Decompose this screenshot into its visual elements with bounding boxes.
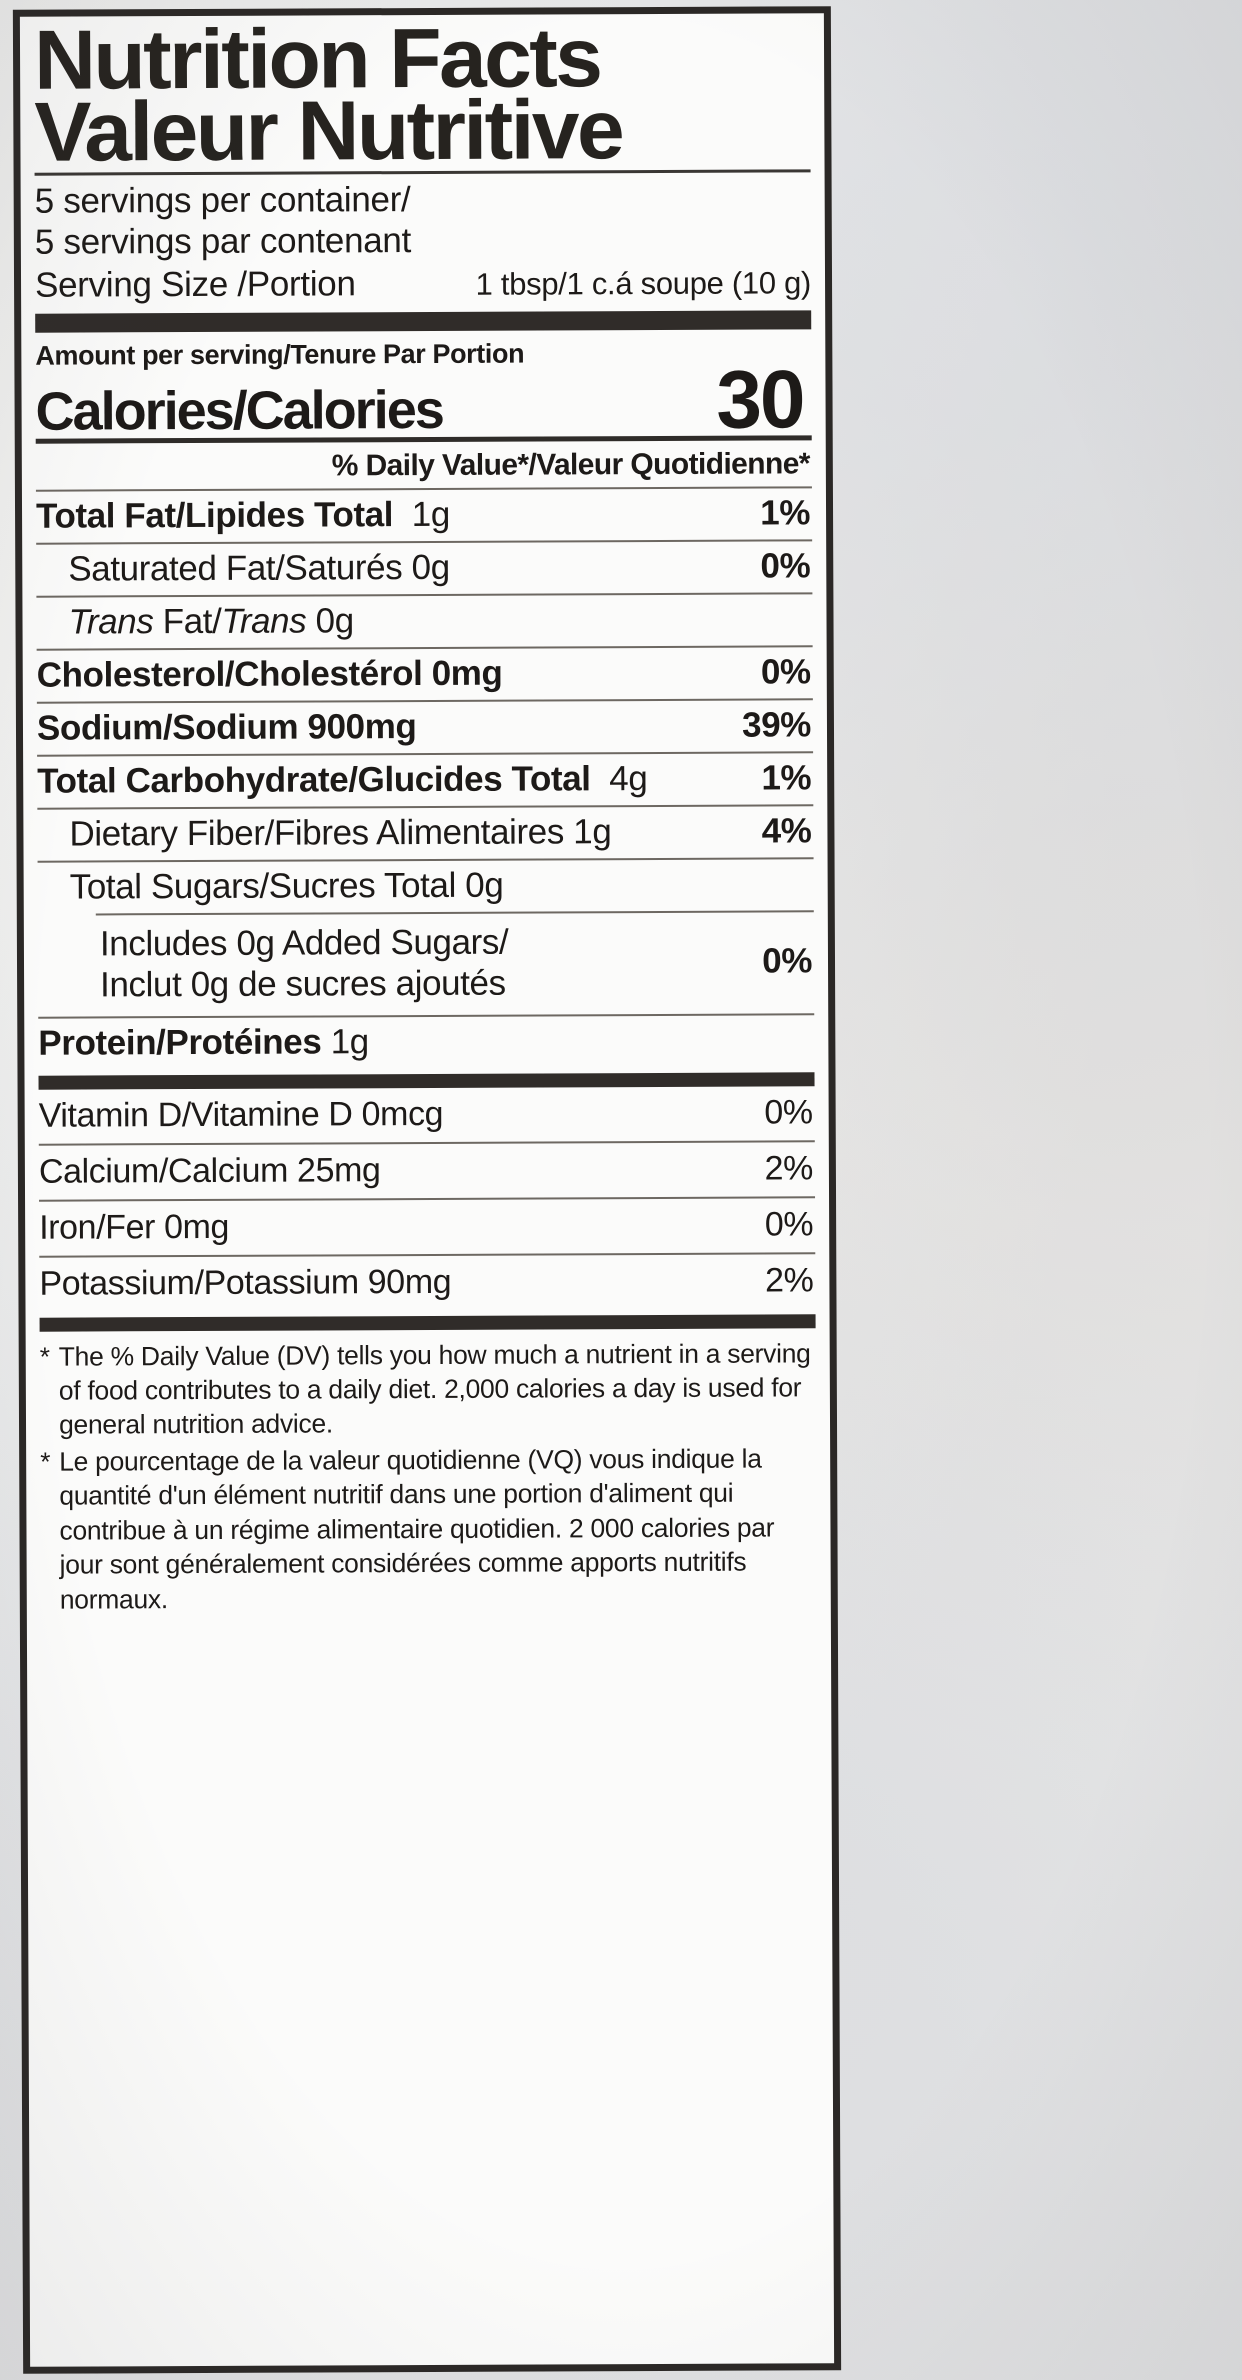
calcium-label: Calcium/Calcium 25mg (38, 1150, 381, 1191)
footnote-french: * Le pourcentage de la valeur quotidienn… (40, 1441, 817, 1617)
trans-fat-rest-en: Fat/ (153, 601, 222, 642)
footnote-star-french: * (40, 1446, 51, 1477)
nutrient-row-saturated-fat: Saturated Fat/Saturés 0g 0% (36, 541, 812, 595)
amount-per-serving-label: Amount per serving/Tenure Par Portion (35, 338, 525, 371)
nutrient-row-total-fat: Total Fat/Lipides Total 1g 1% (36, 488, 812, 542)
nutrition-facts-panel: Nutrition Facts Valeur Nutritive 5 servi… (12, 6, 842, 2374)
iron-label: Iron/Fer 0mg (39, 1207, 230, 1247)
total-carbohydrate-percent: 1% (761, 758, 812, 798)
footnote-text-english: The % Daily Value (DV) tells you how muc… (58, 1337, 811, 1441)
vitamin-row-calcium: Calcium/Calcium 25mg 2% (39, 1142, 815, 1199)
vitamin-row-vitamin-d: Vitamin D/Vitamine D 0mcg 0% (39, 1086, 815, 1143)
nutrient-row-total-sugars: Total Sugars/Sucres Total 0g (38, 859, 814, 913)
servings-per-container: 5 servings per container/ 5 servings par… (35, 173, 811, 264)
trans-fat-rest-fr: 0g (306, 601, 354, 641)
potassium-percent: 2% (764, 1260, 814, 1300)
calories-label: Calories/Calories (35, 379, 443, 442)
protein-amount: 1g (330, 1021, 369, 1061)
total-fat-amount: 1g (411, 494, 450, 534)
saturated-fat-label: Saturated Fat/Saturés 0g (68, 547, 450, 589)
trans-fat-italic-en: Trans (68, 602, 154, 642)
calories-row: Calories/Calories 30 (35, 354, 811, 446)
potassium-label: Potassium/Potassium 90mg (39, 1262, 452, 1303)
serving-size-label: Serving Size /Portion (34, 264, 356, 305)
added-sugars-label-english: Includes 0g Added Sugars/ (99, 922, 509, 964)
total-fat-percent: 1% (760, 493, 811, 533)
serving-size-value: 1 tbsp/1 c.á soupe (10 g) (475, 265, 812, 302)
total-carbohydrate-amount: 4g (609, 758, 648, 799)
calcium-percent: 2% (764, 1148, 813, 1188)
daily-value-header: % Daily Value*/Valeur Quotidienne* (331, 447, 810, 483)
footnote-block: * The % Daily Value (DV) tells you how m… (40, 1328, 817, 1617)
vitamin-d-label: Vitamin D/Vitamine D 0mcg (38, 1094, 444, 1135)
footnote-star-english: * (39, 1341, 50, 1372)
cholesterol-percent: 0% (760, 652, 811, 692)
page-title-french: Valeur Nutritive (34, 81, 623, 179)
calories-value: 30 (716, 354, 804, 446)
footnote-english: * The % Daily Value (DV) tells you how m… (40, 1336, 816, 1443)
sodium-percent: 39% (742, 705, 812, 745)
vitamin-row-iron: Iron/Fer 0mg 0% (39, 1198, 815, 1255)
nutrient-row-dietary-fiber: Dietary Fiber/Fibres Alimentaires 1g 4% (37, 806, 813, 860)
added-sugars-label-french: Inclut 0g de sucres ajoutés (100, 963, 506, 1005)
nutrient-row-protein: Protein/Protéines 1g (38, 1015, 814, 1069)
iron-percent: 0% (764, 1204, 814, 1244)
servings-per-container-french: 5 servings par contenant (34, 221, 412, 262)
added-sugars-percent: 0% (762, 941, 813, 981)
protein-label: Protein/Protéines (38, 1021, 322, 1063)
sodium-label: Sodium/Sodium 900mg (36, 706, 417, 748)
saturated-fat-percent: 0% (760, 546, 811, 586)
vitamin-d-percent: 0% (764, 1092, 813, 1132)
trans-fat-italic-fr: Trans (221, 601, 307, 641)
servings-per-container-english: 5 servings per container/ (34, 180, 411, 221)
nutrient-row-added-sugars: Includes 0g Added Sugars/ Inclut 0g de s… (38, 912, 814, 1016)
title-block: Nutrition Facts Valeur Nutritive (34, 10, 811, 179)
dietary-fiber-percent: 4% (761, 811, 812, 851)
serving-size-row: Serving Size /Portion 1 tbsp/1 c.á soupe… (35, 260, 811, 305)
total-sugars-label: Total Sugars/Sucres Total 0g (69, 865, 504, 907)
dietary-fiber-label: Dietary Fiber/Fibres Alimentaires 1g (69, 812, 612, 854)
cholesterol-label: Cholesterol/Cholestérol 0mg (36, 653, 503, 695)
nutrient-row-trans-fat: Trans Fat/Trans 0g (36, 594, 812, 648)
nutrient-row-total-carbohydrate: Total Carbohydrate/Glucides Total 4g 1% (37, 753, 813, 807)
nutrient-row-sodium: Sodium/Sodium 900mg 39% (37, 700, 813, 754)
vitamin-row-potassium: Potassium/Potassium 90mg 2% (39, 1254, 815, 1311)
footnote-text-french: Le pourcentage de la valeur quotidienne … (59, 1443, 775, 1615)
total-carbohydrate-label: Total Carbohydrate/Glucides Total (37, 759, 591, 801)
total-fat-label: Total Fat/Lipides Total (35, 495, 394, 536)
nutrient-row-cholesterol: Cholesterol/Cholestérol 0mg 0% (37, 647, 813, 701)
